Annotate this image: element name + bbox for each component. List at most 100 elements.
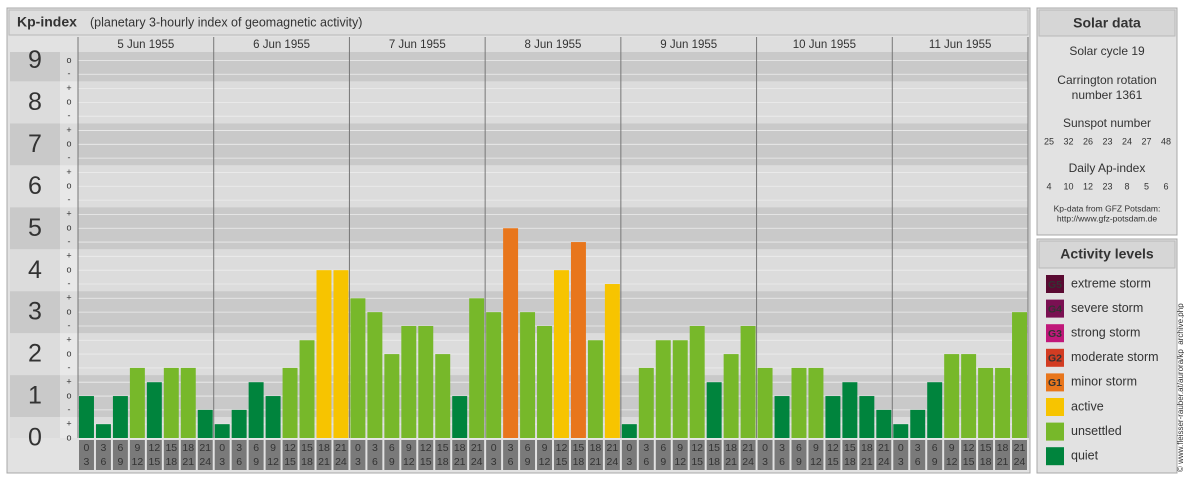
minor-tick-label: o [66,348,71,358]
time-cell [961,440,977,470]
bar [146,382,162,438]
legend-code: G3 [1048,328,1062,340]
time-start-label: 18 [590,442,602,454]
time-end-label: 18 [980,456,992,468]
time-start-label: 6 [932,442,938,454]
time-start-label: 15 [844,442,856,454]
minor-tick-label: + [66,377,71,387]
bar [587,340,603,438]
time-cell [859,440,875,470]
bar [265,396,281,438]
time-cell [486,440,502,470]
bar [248,382,264,438]
time-start-label: 9 [813,442,819,454]
bar [418,325,434,438]
bar [486,312,502,438]
minor-tick-label: - [68,278,71,288]
time-cell [367,440,383,470]
time-end-label: 9 [660,456,666,468]
bar [520,312,536,438]
bar [163,367,179,438]
time-cell [180,440,196,470]
time-start-label: 12 [827,442,839,454]
y-tick-label: 3 [28,298,42,326]
bar [469,298,485,438]
time-cell [672,440,688,470]
minor-tick-label: + [66,125,71,135]
time-start-label: 15 [708,442,720,454]
time-cell [265,440,281,470]
time-end-label: 9 [525,456,531,468]
time-cell [384,440,400,470]
time-start-label: 0 [84,442,90,454]
time-end-label: 12 [810,456,822,468]
time-cell [893,440,909,470]
solar-panel [1036,7,1178,236]
y-tick-label: 9 [28,46,42,74]
time-cell [1012,440,1027,470]
time-end-label: 18 [437,456,449,468]
minor-tick-label: o [66,181,71,191]
legend-swatch [1046,422,1064,441]
time-start-label: 6 [660,442,666,454]
time-end-label: 15 [691,456,703,468]
minor-tick-label: + [66,83,71,93]
time-cell [163,440,179,470]
minor-tick-label: o [66,97,71,107]
sunspot-label: Sunspot number [1063,116,1151,130]
time-end-label: 18 [573,456,585,468]
date-label: 5 Jun 1955 [117,39,174,51]
legend-swatch [1046,348,1064,367]
time-cell [316,440,332,470]
time-start-label: 0 [355,442,361,454]
time-end-label: 18 [708,456,720,468]
time-start-label: 21 [1014,442,1026,454]
time-start-label: 18 [997,442,1009,454]
time-start-label: 6 [117,442,123,454]
bar [740,325,756,438]
time-end-label: 21 [997,456,1009,468]
bar [859,396,875,438]
time-start-label: 18 [454,442,466,454]
time-end-label: 18 [165,456,177,468]
legend-name: active [1071,399,1104,413]
time-end-label: 18 [844,456,856,468]
bar [842,382,858,438]
time-start-label: 12 [148,442,160,454]
time-end-label: 3 [84,456,90,468]
levels-title: Activity levels [1060,246,1154,262]
time-end-label: 15 [420,456,432,468]
time-start-label: 6 [389,442,395,454]
ap-value: 10 [1063,181,1073,191]
bar [791,367,807,438]
ap-value: 6 [1163,181,1168,191]
ap-value: 23 [1102,181,1112,191]
bar [384,354,400,438]
bar [689,325,705,438]
legend-name: severe storm [1071,301,1143,315]
time-end-label: 3 [491,456,497,468]
minor-label-column [60,52,78,438]
legend-swatch [1046,324,1064,343]
legend-code: G2 [1048,353,1062,365]
time-start-label: 3 [915,442,921,454]
bar [231,409,247,438]
time-start-label: 3 [236,442,242,454]
time-end-label: 3 [355,456,361,468]
time-cell [503,440,519,470]
minor-tick-label: o [66,55,71,65]
bar [1012,312,1027,438]
bar [401,325,417,438]
legend-name: moderate storm [1071,350,1159,364]
legend-code: G5 [1048,279,1062,291]
bar [757,367,773,438]
time-end-label: 24 [1014,456,1026,468]
time-start-label: 9 [406,442,412,454]
date-label: 6 Jun 1955 [253,39,310,51]
time-start-label: 3 [508,442,514,454]
bar [655,340,671,438]
time-end-label: 6 [236,456,242,468]
time-cell [452,440,468,470]
time-end-label: 24 [199,456,211,468]
sunspot-number: 25 [1044,136,1054,146]
